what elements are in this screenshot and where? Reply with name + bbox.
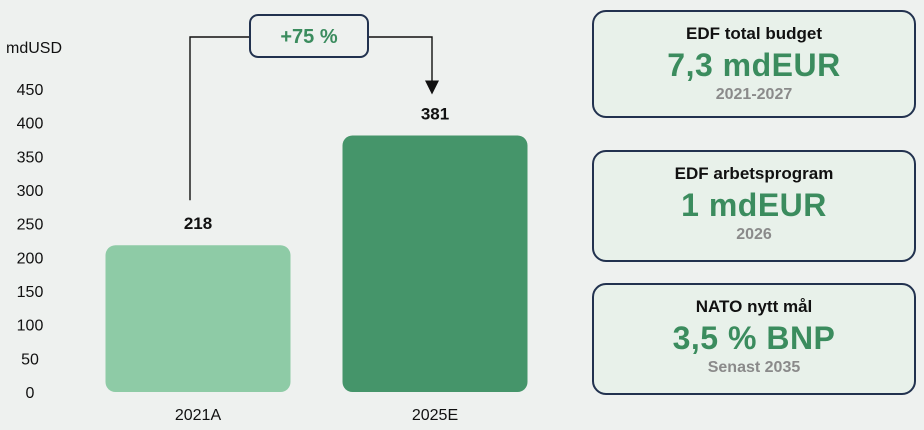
- card-title: NATO nytt mål: [695, 297, 813, 316]
- y-tick-label: 100: [17, 318, 44, 335]
- y-tick-label: 50: [21, 351, 39, 368]
- y-axis-label: mdUSD: [6, 40, 62, 57]
- edf-budget-card: EDF total budget 7,3 mdEUR 2021-2027: [592, 10, 916, 118]
- bar-2021A: [105, 245, 291, 392]
- bars: 218 2021A 381 2025E: [105, 104, 528, 424]
- data-label: 218: [184, 214, 212, 233]
- y-axis-ticks: 0 50 100 150 200 250 300 350 400 450: [17, 82, 44, 402]
- y-tick-label: 400: [17, 116, 44, 133]
- card-value: 7,3 mdEUR: [667, 47, 841, 83]
- nato-goal-card: NATO nytt mål 3,5 % BNP Senast 2035: [592, 283, 916, 395]
- data-label: 381: [421, 104, 449, 123]
- growth-badge: [249, 14, 369, 58]
- y-tick-label: 450: [17, 82, 44, 99]
- y-tick-label: 200: [17, 250, 44, 267]
- card-subtitle: Senast 2035: [707, 359, 801, 376]
- edf-workprogram-card: EDF arbetsprogram 1 mdEUR 2026: [592, 150, 916, 262]
- bar-chart: mdUSD 0 50 100 150 200 250 300 350 400 450 218 202…: [6, 14, 528, 424]
- card-value: 3,5 % BNP: [672, 320, 836, 356]
- x-tick-label: 2021A: [175, 407, 222, 424]
- card-subtitle: 2026: [736, 226, 772, 243]
- bar-2025E: [342, 135, 528, 392]
- y-tick-label: 150: [17, 284, 44, 301]
- y-tick-label: 300: [17, 183, 44, 200]
- card-title: EDF arbetsprogram: [674, 164, 834, 183]
- arrow-head-icon: [425, 80, 439, 95]
- x-tick-label: 2025E: [412, 407, 458, 424]
- y-tick-label: 250: [17, 217, 44, 234]
- growth-label: +75 %: [280, 26, 337, 48]
- y-tick-label: 350: [17, 149, 44, 166]
- card-title: EDF total budget: [686, 24, 822, 43]
- card-value: 1 mdEUR: [681, 187, 827, 223]
- card-subtitle: 2021-2027: [715, 86, 793, 103]
- y-tick-label: 0: [26, 385, 35, 402]
- growth-annotation: +75 %: [189, 14, 439, 201]
